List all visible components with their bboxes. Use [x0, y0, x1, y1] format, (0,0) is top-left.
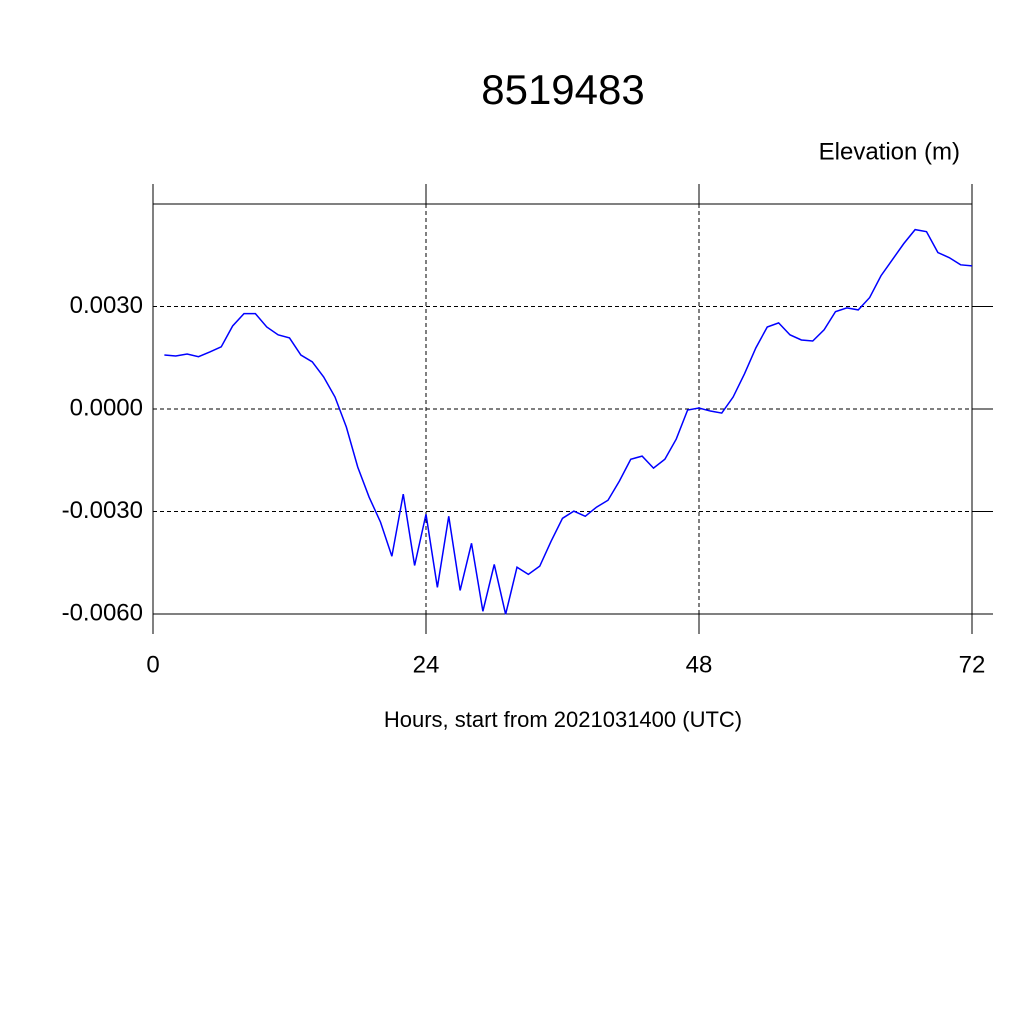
x-axis-label: Hours, start from 2021031400 (UTC): [384, 707, 742, 732]
x-tick-label: 0: [146, 651, 159, 678]
y-tick-label: -0.0060: [62, 599, 143, 626]
x-tick-label: 24: [413, 651, 440, 678]
data-line: [164, 228, 973, 615]
y-tick-label: 0.0030: [70, 292, 143, 319]
y-tick-label: 0.0000: [70, 394, 143, 421]
chart-title: 8519483: [481, 66, 645, 113]
x-tick-label: 72: [959, 651, 986, 678]
y-tick-label: -0.0030: [62, 497, 143, 524]
x-tick-label: 48: [686, 651, 713, 678]
chart-subtitle: Elevation (m): [819, 138, 960, 165]
